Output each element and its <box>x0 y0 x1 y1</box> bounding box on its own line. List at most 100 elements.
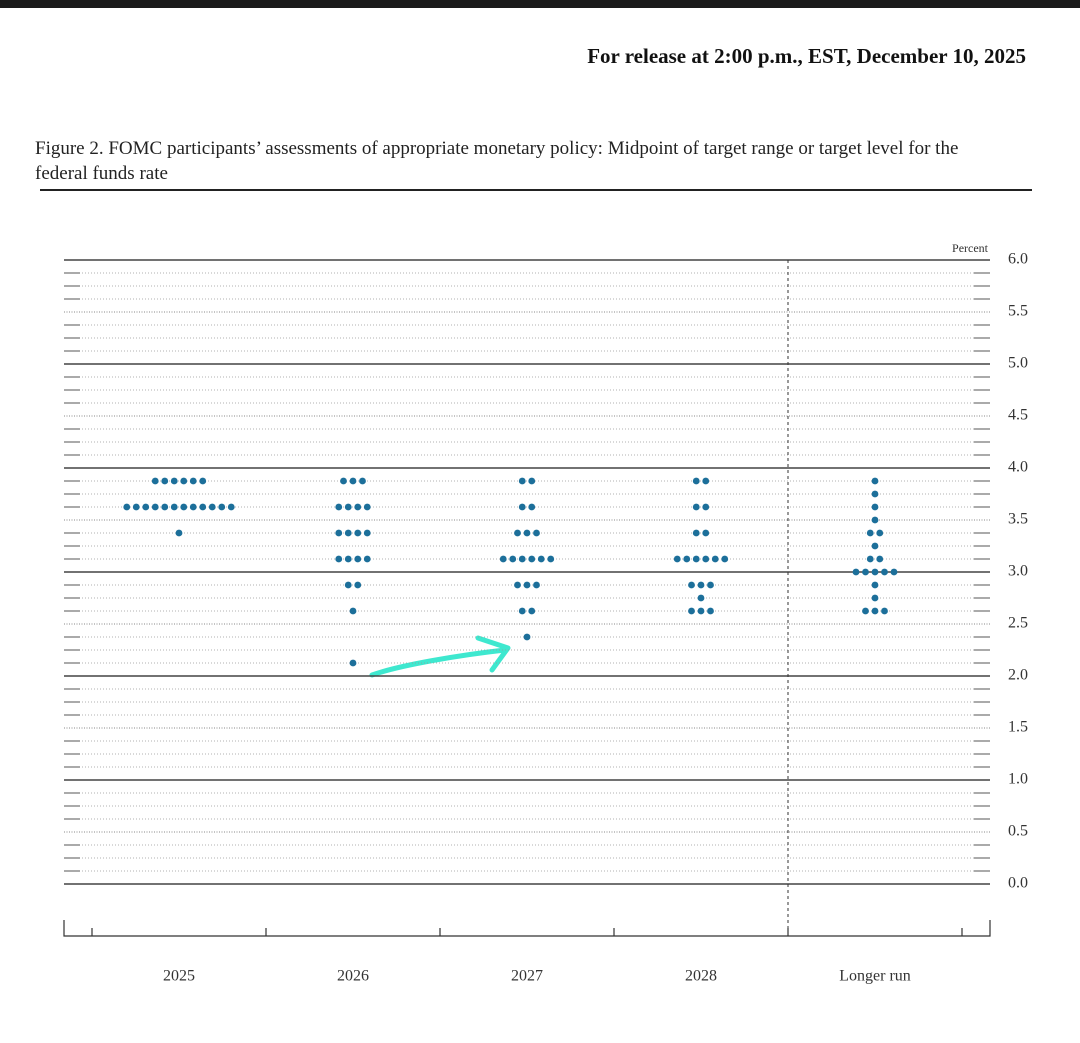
x-tick-label: 2025 <box>163 968 195 985</box>
dot <box>151 503 159 511</box>
dot <box>876 555 884 563</box>
dot <box>702 503 710 511</box>
x-tick-label: 2027 <box>511 968 543 985</box>
dot <box>499 555 507 563</box>
dot <box>871 503 879 511</box>
dot <box>528 503 536 511</box>
dot <box>692 503 700 511</box>
release-note: For release at 2:00 p.m., EST, December … <box>587 44 1026 68</box>
dot <box>123 503 131 511</box>
dot <box>344 503 352 511</box>
unit-label: Percent <box>952 241 989 255</box>
dot <box>199 477 207 485</box>
dot <box>335 529 343 537</box>
dot <box>523 529 531 537</box>
dot <box>707 607 714 615</box>
dot <box>199 503 207 511</box>
dot <box>862 568 869 576</box>
dot <box>509 555 517 563</box>
dot <box>363 555 371 563</box>
y-tick-label: 4.0 <box>1008 459 1028 476</box>
y-tick-label: 5.5 <box>1008 303 1028 320</box>
dot <box>170 503 178 511</box>
annotation-arrow <box>369 647 508 678</box>
dot <box>528 555 536 563</box>
dot <box>161 477 169 485</box>
y-tick-label: 3.5 <box>1008 511 1028 528</box>
dot <box>175 529 183 537</box>
dot <box>227 503 235 511</box>
dot <box>349 477 357 485</box>
dot <box>533 529 540 537</box>
dot <box>697 607 705 615</box>
dot <box>354 503 362 511</box>
dot <box>871 581 879 589</box>
dot <box>518 607 526 615</box>
dot <box>702 477 710 485</box>
dot <box>881 568 888 576</box>
dot <box>335 555 343 563</box>
top-bar <box>0 0 1080 8</box>
dot <box>871 477 879 485</box>
x-tick-label: 2026 <box>337 968 369 985</box>
y-tick-label: 0.0 <box>1008 875 1028 892</box>
dot <box>340 477 347 485</box>
dot <box>871 542 879 550</box>
dot <box>871 568 879 576</box>
dot <box>349 607 357 615</box>
dot <box>890 568 898 576</box>
dot <box>871 607 879 615</box>
y-tick-label: 6.0 <box>1008 251 1028 268</box>
dot <box>514 581 521 589</box>
dot <box>363 503 371 511</box>
dot <box>518 477 526 485</box>
dot <box>344 555 352 563</box>
dot <box>871 594 879 602</box>
dot <box>871 516 879 524</box>
dot <box>344 581 352 589</box>
dot <box>344 529 352 537</box>
dot <box>354 581 362 589</box>
dot <box>876 529 884 537</box>
y-tick-label: 5.0 <box>1008 355 1028 372</box>
dot <box>132 503 140 511</box>
dot <box>852 568 860 576</box>
dot <box>359 477 366 485</box>
dot <box>518 555 526 563</box>
dot <box>537 555 545 563</box>
y-tick-label: 0.5 <box>1008 823 1028 840</box>
dot <box>180 503 188 511</box>
dot <box>692 477 700 485</box>
dot <box>189 477 197 485</box>
dot <box>673 555 681 563</box>
dot <box>702 555 710 563</box>
dot <box>683 555 691 563</box>
y-tick-label: 1.5 <box>1008 719 1028 736</box>
dot <box>161 503 169 511</box>
x-tick-label: Longer run <box>839 968 911 985</box>
dot <box>871 490 879 498</box>
dot <box>721 555 729 563</box>
dot <box>707 581 714 589</box>
y-tick-label: 4.5 <box>1008 407 1028 424</box>
dot <box>523 633 531 641</box>
annotation-arrowhead <box>475 635 511 673</box>
dot <box>354 555 362 563</box>
dot <box>881 607 888 615</box>
dot <box>170 477 178 485</box>
dot <box>518 503 526 511</box>
dot <box>354 529 362 537</box>
dot <box>363 529 371 537</box>
dot <box>335 503 343 511</box>
dot <box>533 581 540 589</box>
dot <box>528 607 536 615</box>
dot <box>688 581 695 589</box>
x-axis <box>63 920 991 937</box>
dot <box>218 503 226 511</box>
dot <box>180 477 188 485</box>
x-tick-label: 2028 <box>685 968 717 985</box>
dot <box>523 581 531 589</box>
title-rule <box>40 189 1032 191</box>
dot <box>697 594 705 602</box>
y-tick-label: 2.5 <box>1008 615 1028 632</box>
